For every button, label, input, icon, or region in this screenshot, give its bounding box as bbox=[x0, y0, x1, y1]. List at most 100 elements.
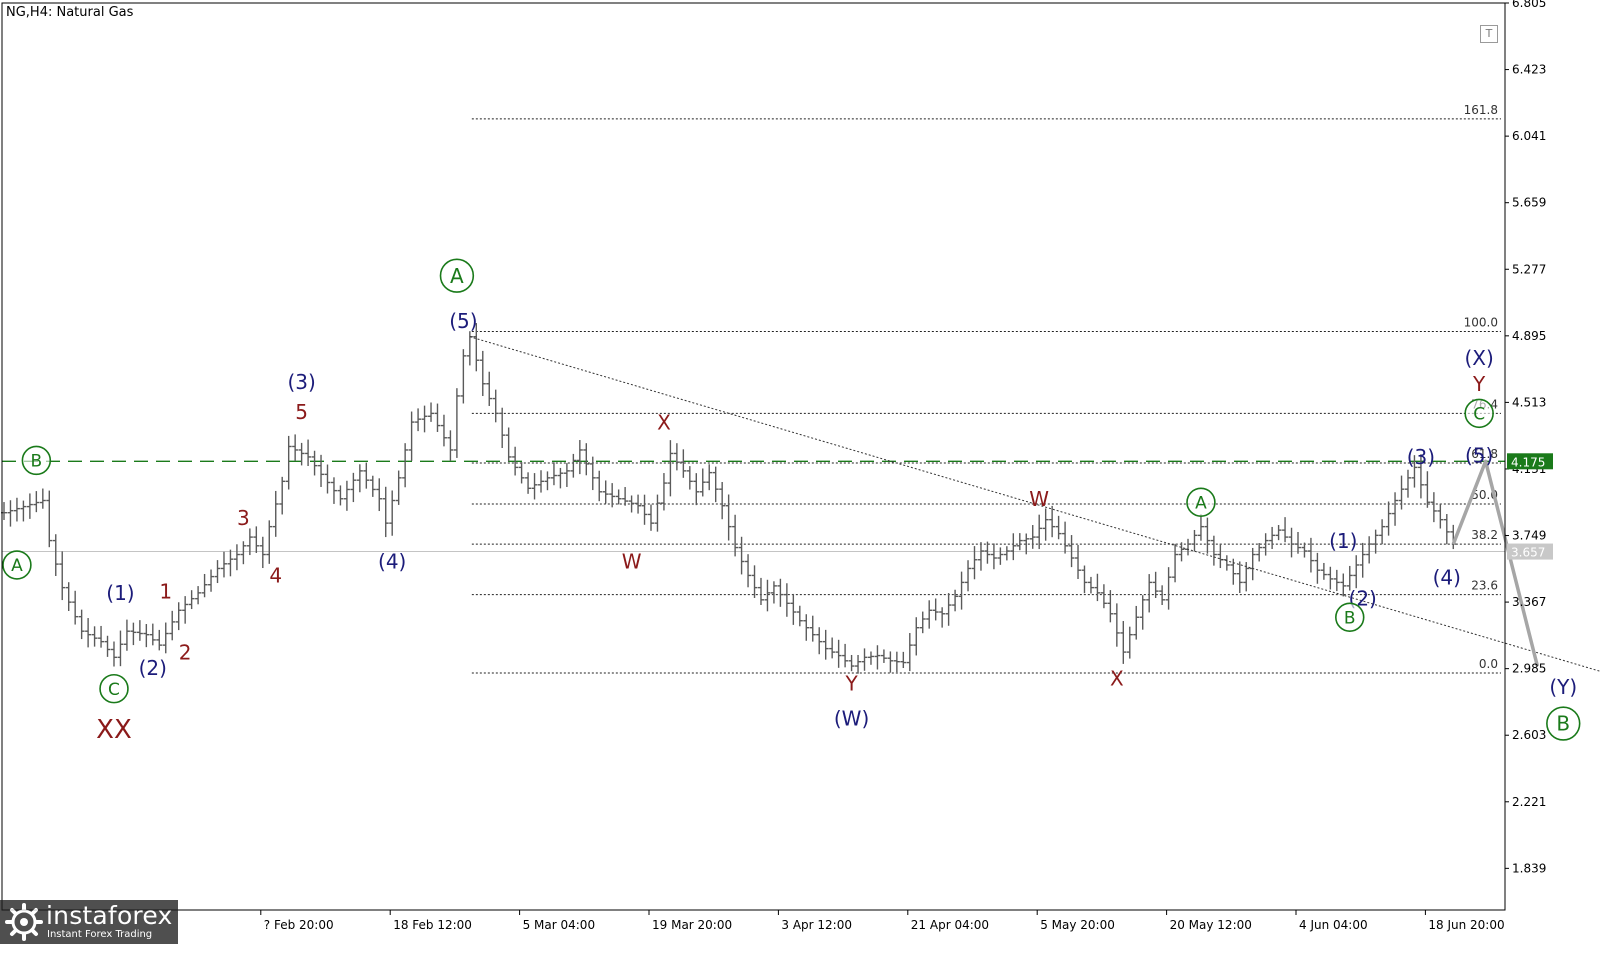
price-bar bbox=[874, 645, 881, 670]
x-tick-label: ? Feb 20:00 bbox=[264, 918, 334, 932]
price-bar bbox=[292, 434, 299, 461]
price-bar bbox=[26, 493, 33, 519]
price-bar bbox=[1275, 525, 1282, 541]
wave-label-text: 4 bbox=[269, 564, 282, 588]
fib-level-label: 23.6 bbox=[1471, 579, 1498, 593]
wave-label: A bbox=[2, 550, 32, 580]
price-bar bbox=[298, 442, 305, 466]
y-tick-label: 6.041 bbox=[1512, 129, 1546, 143]
price-bar bbox=[1333, 569, 1340, 592]
price-bar bbox=[680, 449, 687, 478]
wave-label-text: (W) bbox=[834, 707, 869, 731]
price-bar bbox=[466, 331, 473, 366]
price-bar bbox=[1139, 595, 1146, 630]
price-bar bbox=[117, 630, 124, 667]
price-bar bbox=[745, 554, 752, 588]
y-tick-label: 4.513 bbox=[1512, 395, 1546, 409]
x-tick-label: 18 Jun 20:00 bbox=[1428, 918, 1504, 932]
price-bar bbox=[98, 625, 105, 648]
wave-label-text: (4) bbox=[1433, 565, 1461, 589]
price-bar bbox=[887, 651, 894, 673]
price-bar bbox=[1223, 555, 1230, 571]
price-bar bbox=[1100, 584, 1107, 609]
price-bar bbox=[770, 581, 777, 604]
price-bar bbox=[829, 637, 836, 659]
price-bar bbox=[104, 635, 111, 657]
price-bar bbox=[1288, 527, 1295, 558]
price-bar bbox=[1236, 561, 1243, 594]
price-bar bbox=[382, 486, 389, 538]
price-bar bbox=[492, 389, 499, 423]
wave-label: A bbox=[439, 258, 475, 293]
wave-label-circle bbox=[439, 258, 475, 293]
wave-label-text: (X) bbox=[1465, 346, 1494, 370]
price-bar bbox=[1049, 505, 1056, 538]
wave-label: 3 bbox=[237, 506, 250, 530]
price-bar bbox=[1262, 533, 1269, 556]
wave-label-text: A bbox=[450, 264, 464, 288]
price-bar bbox=[428, 402, 435, 422]
price-bar bbox=[311, 450, 318, 476]
y-tick-label: 2.221 bbox=[1512, 795, 1546, 809]
wave-label: (4) bbox=[1433, 565, 1461, 589]
price-bar bbox=[738, 536, 745, 575]
wave-label: X bbox=[1110, 666, 1124, 690]
price-bar bbox=[1023, 533, 1030, 555]
price-bar bbox=[1307, 537, 1314, 573]
y-tick-label: 3.367 bbox=[1512, 595, 1546, 609]
price-bar bbox=[1424, 471, 1431, 508]
price-bar bbox=[1029, 525, 1036, 549]
price-bar bbox=[939, 607, 946, 628]
price-bar bbox=[1075, 544, 1082, 580]
price-bar bbox=[227, 549, 234, 577]
wave-label-text: 3 bbox=[237, 506, 250, 530]
wave-label: (1) bbox=[106, 581, 134, 605]
price-bar bbox=[285, 435, 292, 490]
wave-label: X bbox=[657, 410, 671, 434]
price-bar bbox=[842, 643, 849, 668]
price-bar bbox=[790, 593, 797, 625]
price-bar bbox=[1379, 519, 1386, 545]
price-bar bbox=[1197, 514, 1204, 541]
price-bar bbox=[1210, 535, 1217, 566]
y-tick-label: 3.749 bbox=[1512, 529, 1546, 543]
price-bar bbox=[563, 463, 570, 487]
price-bar bbox=[965, 560, 972, 592]
price-bar bbox=[1010, 533, 1017, 561]
price-bar bbox=[602, 480, 609, 504]
wave-label-circle bbox=[99, 673, 129, 704]
price-bar bbox=[712, 466, 719, 503]
price-bar bbox=[343, 480, 350, 511]
price-bar bbox=[402, 443, 409, 488]
price-bar bbox=[162, 622, 169, 654]
template-button[interactable]: T bbox=[1480, 25, 1498, 43]
price-bar bbox=[803, 614, 810, 641]
wave-label-text: B bbox=[1556, 712, 1570, 736]
price-bar bbox=[266, 520, 273, 564]
price-bar bbox=[1301, 542, 1308, 558]
price-bar bbox=[1094, 573, 1101, 602]
y-tick-label: 5.659 bbox=[1512, 196, 1546, 210]
price-bar bbox=[764, 579, 771, 612]
price-bar bbox=[440, 414, 447, 447]
price-bar bbox=[984, 541, 991, 564]
price-bar bbox=[589, 456, 596, 491]
wave-label: (W) bbox=[834, 707, 869, 731]
y-tick-label: 2.985 bbox=[1512, 662, 1546, 676]
price-bar bbox=[208, 569, 215, 592]
wave-label: 1 bbox=[159, 579, 172, 603]
price-bar bbox=[259, 536, 266, 569]
price-bar bbox=[1392, 492, 1399, 526]
price-bar bbox=[900, 651, 907, 669]
price-bar bbox=[544, 471, 551, 491]
price-bar bbox=[1068, 535, 1075, 568]
price-bar bbox=[350, 472, 357, 503]
price-bar bbox=[550, 462, 557, 486]
chart-title: NG,H4: Natural Gas bbox=[6, 5, 134, 20]
price-bar bbox=[686, 466, 693, 490]
price-bar bbox=[1320, 562, 1327, 580]
price-bar bbox=[46, 490, 53, 548]
